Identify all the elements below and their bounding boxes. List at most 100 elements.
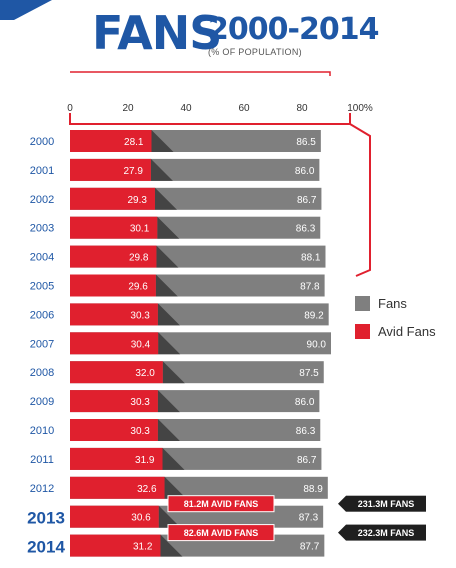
fans-callout-text: 231.3M FANS [358, 499, 415, 509]
x-tick-label: 80 [296, 103, 308, 114]
avid-fans-callout [167, 495, 275, 513]
shade-wedge [157, 216, 180, 239]
x-axis-ticks: 0 20 40 60 80 100% [67, 103, 373, 114]
avid-fans-value: 32.0 [135, 368, 155, 379]
y-label: 2013 [27, 509, 65, 528]
avid-fans-bar [70, 158, 151, 181]
avid-fans-callout-text: 81.2M AVID FANS [184, 499, 259, 509]
shade-wedge [156, 245, 179, 268]
avid-fans-value: 32.6 [137, 484, 157, 495]
y-label: 2014 [27, 538, 65, 557]
avid-fans-bar [70, 130, 152, 152]
x-tick-label: 100% [347, 103, 373, 114]
fans-value: 88.1 [301, 253, 321, 264]
bar-row-2007: 2007 30.4 90.0 [30, 332, 331, 355]
shade-wedge [157, 390, 180, 413]
y-label: 2010 [30, 425, 54, 437]
legend-label: Fans [378, 296, 407, 311]
fans-callout-text: 232.3M FANS [358, 528, 415, 538]
corner-accent [0, 0, 52, 20]
bar-row-2001: 2001 27.9 86.0 [30, 158, 320, 181]
avid-fans-value: 30.1 [130, 224, 150, 235]
fans-value: 86.3 [296, 224, 316, 235]
legend: Fans Avid Fans [355, 296, 436, 339]
x-tick-label: 60 [238, 103, 250, 114]
shade-wedge [155, 274, 178, 297]
y-label: 2011 [30, 454, 54, 466]
avid-fans-value: 28.1 [124, 137, 144, 148]
fans-value: 87.5 [299, 368, 319, 379]
fans-value: 86.7 [297, 195, 317, 206]
shade-wedge [162, 447, 185, 470]
bar-row-2003: 2003 30.1 86.3 [30, 216, 321, 239]
fans-value: 87.8 [300, 282, 320, 293]
avid-fans-bar [70, 419, 158, 441]
shade-wedge [151, 130, 174, 152]
shade-wedge [157, 303, 180, 326]
bar-row-2011: 2011 31.9 86.7 [30, 447, 322, 470]
chart-subtitle: (% OF POPULATION) [208, 47, 302, 57]
bar-row-2012: 2012 32.6 88.9 [30, 476, 328, 499]
avid-fans-bar [70, 476, 165, 499]
fans-value: 86.3 [296, 426, 316, 437]
avid-fans-value: 29.6 [128, 282, 148, 293]
avid-fans-value: 29.3 [128, 195, 148, 206]
avid-fans-value: 30.3 [130, 426, 150, 437]
shade-wedge [154, 187, 177, 210]
bar-row-2005: 2005 29.6 87.8 [30, 274, 325, 297]
shade-wedge [158, 505, 181, 528]
avid-fans-bar [70, 216, 158, 239]
avid-fans-value: 27.9 [123, 166, 143, 177]
avid-fans-callout [167, 524, 275, 542]
y-label: 2006 [30, 309, 54, 321]
y-label: 2012 [30, 483, 54, 495]
fans-callout [346, 495, 426, 512]
avid-fans-value: 30.3 [130, 310, 150, 321]
bar-row-2004: 2004 29.8 88.1 [30, 245, 326, 268]
avid-fans-value: 30.4 [131, 339, 151, 350]
legend-swatch [355, 324, 370, 339]
bar-row-2009: 2009 30.3 86.0 [30, 390, 320, 413]
y-label: 2002 [30, 194, 54, 206]
fans-callout [346, 524, 426, 541]
y-label: 2004 [30, 252, 54, 264]
fans-value: 87.7 [300, 542, 320, 553]
bar-row-2000: 2000 28.1 86.5 [30, 130, 321, 152]
bar-row-2006: 2006 30.3 89.2 [30, 303, 329, 326]
shade-wedge [160, 534, 183, 557]
shade-wedge [157, 419, 180, 441]
avid-fans-bar [70, 245, 157, 268]
title-underline [70, 71, 331, 76]
avid-fans-bar [70, 361, 163, 384]
fans-callout-pointer [338, 495, 346, 512]
shade-wedge [164, 476, 187, 499]
avid-fans-value: 30.3 [130, 397, 150, 408]
avid-fans-bar [70, 505, 159, 528]
bar-rows: 2000 28.1 86.5 2001 27.9 86.0 2002 29.3 86.7 2003… [27, 130, 331, 557]
fans-callout-pointer [338, 524, 346, 541]
axis-bracket-top [69, 113, 351, 125]
avid-fans-bar [70, 447, 163, 470]
x-tick-label: 0 [67, 103, 73, 114]
shade-wedge [150, 158, 173, 181]
y-label: 2001 [30, 165, 54, 177]
fans-value: 86.0 [295, 166, 315, 177]
avid-fans-bar [70, 274, 156, 297]
fans-value: 86.7 [297, 455, 317, 466]
fans-value: 89.2 [304, 310, 324, 321]
annotation-2014: 82.6M AVID FANS 232.3M FANS [167, 524, 426, 542]
fans-value: 90.0 [307, 339, 327, 350]
avid-fans-bar [70, 332, 159, 355]
avid-fans-bar [70, 187, 155, 210]
avid-fans-bar [70, 303, 158, 326]
y-label: 2005 [30, 281, 54, 293]
bar-row-2008: 2008 32.0 87.5 [30, 361, 324, 384]
axis-bracket-right [349, 123, 371, 277]
bar-row-2010: 2010 30.3 86.3 [30, 419, 321, 441]
avid-fans-bar [70, 390, 158, 413]
shade-wedge [162, 361, 185, 384]
annotation-2013: 81.2M AVID FANS 231.3M FANS [167, 495, 426, 513]
y-label: 2007 [30, 338, 54, 350]
y-label: 2003 [30, 223, 54, 235]
